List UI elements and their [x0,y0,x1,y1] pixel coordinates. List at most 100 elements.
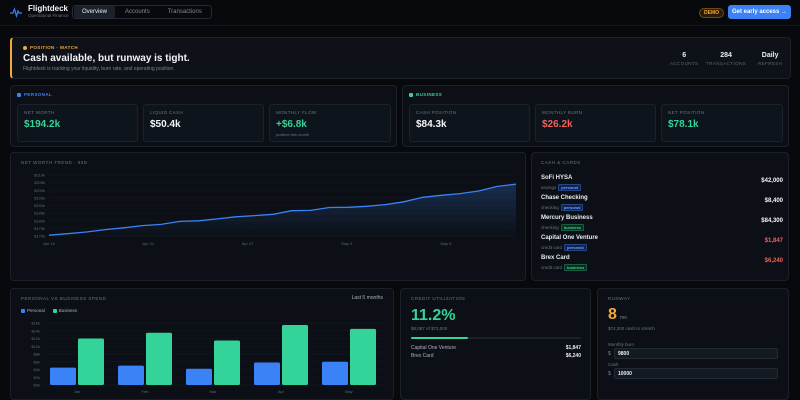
bar-business-apr[interactable] [282,324,308,385]
metric-label: MONTHLY BURN [542,110,583,115]
net-worth-line [48,183,517,236]
utilization-row: Brex Card $6,240 [411,353,581,359]
y-tick-label: $185k [34,211,45,216]
account-name: Chase Checking [541,195,588,201]
app-tagline: Operational Finance [28,13,69,18]
y-tick-label: $210k [34,173,45,178]
alert-title: Cash available, but runway is tight. [23,53,190,64]
account-name: Capital One Venture [541,235,599,241]
metric-value: $26.2k [542,119,573,130]
spend-legend: Personal Business [21,308,77,313]
account-tag: business [560,224,585,231]
monthly-burn-input[interactable] [614,348,778,359]
account-tag: business [564,264,588,271]
runway-title: RUNWAY [608,296,631,301]
account-amount: $6,240 [764,258,783,264]
monthly-burn-label: Monthly burn [608,342,635,347]
y-tick-label: $175k [34,226,45,231]
metric-monthly-flow: MONTHLY FLOW +$6.8k positive this month [269,104,391,142]
tab-accounts[interactable]: Accounts [125,9,150,15]
bar-personal-apr[interactable] [254,362,280,385]
account-tag: personal [560,204,584,211]
x-tick-label: May [345,389,353,394]
y-tick-label: $14k [31,328,40,333]
currency-prefix: $ [608,350,611,357]
stat-accounts: 6 ACCOUNTS [670,51,698,67]
tab-transactions[interactable]: Transactions [167,9,202,15]
y-tick-label: $0k [34,383,40,388]
y-tick-label: $10k [31,344,40,349]
net-worth-chart: $170k $175k $180k $185k $190k $195k $200k $205k… [34,173,517,246]
net-worth-trend-panel: NET WORTH TREND · 90D $170k $175k $180k $18… [10,152,526,281]
metric-label: MONTHLY FLOW [276,110,317,115]
utilization-value: 11.2% [411,307,456,324]
cash-cards-title: CASH & CARDS [541,160,581,165]
bar-personal-mar[interactable] [186,368,212,385]
account-meta: checking business [541,224,585,231]
metric-label: NET POSITION [668,110,705,115]
utilization-row: Capital One Venture $1,847 [411,345,581,351]
account-meta: credit card personal [541,244,587,251]
metric-net-position: NET POSITION $78.1k [661,104,783,142]
legend-personal: Personal [21,308,45,313]
business-title: BUSINESS [409,92,442,97]
y-tick-label: $195k [34,195,45,200]
brand[interactable]: Flightdeck Operational Finance [10,5,69,19]
x-tick-label: Apr 21 [142,241,155,246]
y-tick-label: $190k [34,203,45,208]
get-early-access-button[interactable]: Get early access → [728,5,791,19]
range-selector[interactable]: Last 5 months [351,295,383,301]
y-tick-label: $170k [34,234,45,239]
stat-transactions: 284 TRANSACTIONS [706,51,746,67]
position-alert: POSITION · WATCH Cash available, but run… [10,37,791,79]
account-tag: personal [558,184,581,191]
spend-chart-panel: PERSONAL VS BUSINESS SPEND Last 5 months… [10,288,394,400]
x-tick-label: Apr 27 [242,241,255,246]
bar-personal-jan[interactable] [50,367,76,385]
bar-personal-may[interactable] [322,361,348,385]
alert-subtitle: Flightdeck is tracking your liquidity, b… [23,66,175,72]
metric-monthly-burn: MONTHLY BURN $26.2k [535,104,656,142]
metric-net-worth: NET WORTH $194.2k [17,104,138,142]
tab-overview[interactable]: Overview [74,6,116,18]
account-row[interactable]: Chase Checking checking personal $8,400 [541,195,783,215]
cash-label: Cash [608,362,619,367]
bar-business-jan[interactable] [78,338,104,386]
demo-badge: DEMO [699,8,724,18]
y-tick-label: $200k [34,188,45,193]
y-tick-label: $4k [34,367,40,372]
card-amount: $6,240 [565,353,581,359]
account-name: Mercury Business [541,215,593,221]
utilization-subtitle: $8,087 of $72,000 [411,326,448,331]
status-dot-icon [23,45,27,50]
metric-value: $50.4k [150,119,181,130]
cash-input[interactable] [614,368,778,379]
bar-business-mar[interactable] [214,340,240,385]
app-name: Flightdeck [28,4,69,13]
alert-tag: POSITION · WATCH [23,45,78,50]
y-tick-label: $16k [31,321,40,326]
metric-value: $84.3k [416,119,447,130]
account-amount: $8,400 [764,198,783,204]
business-square-icon [409,92,413,97]
bar-personal-feb[interactable] [118,365,144,385]
runway-value: 8 [608,306,617,323]
net-worth-trend-title: NET WORTH TREND · 90D [21,160,88,165]
metric-label: NET WORTH [24,110,55,115]
bar-business-feb[interactable] [146,332,172,385]
account-row[interactable]: Capital One Venture credit card personal … [541,235,783,255]
account-row[interactable]: SoFi HYSA savings personal $42,000 [541,175,783,195]
legend-square-icon [21,308,25,313]
pulse-logo-icon [10,7,22,18]
account-row[interactable]: Brex Card credit card business $6,240 [541,255,783,275]
account-amount: $42,000 [761,178,783,184]
account-name: SoFi HYSA [541,175,573,181]
card-name: Brex Card [411,353,434,359]
x-tick-label: Jan [74,389,80,394]
bar-business-may[interactable] [350,328,376,385]
account-row[interactable]: Mercury Business checking business $84,30… [541,215,783,235]
account-meta: checking personal [541,204,584,211]
personal-title: PERSONAL [17,92,52,97]
account-type: credit card [541,245,563,250]
business-title-label: BUSINESS [416,92,443,97]
